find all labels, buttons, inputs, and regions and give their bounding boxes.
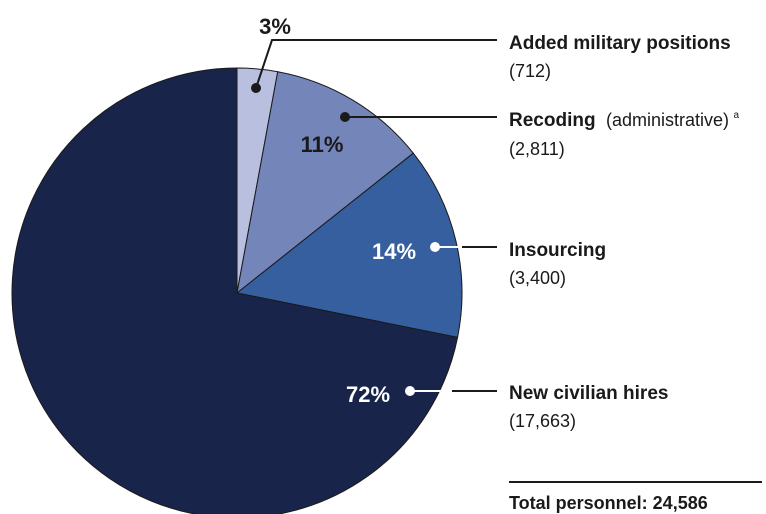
leader-lines xyxy=(251,39,497,396)
category-label-recoding: Recoding (administrative) a xyxy=(509,110,740,131)
pie-slices xyxy=(11,67,463,514)
value-label-recoding: (2,811) xyxy=(509,139,565,159)
leader-recoding-dot xyxy=(340,112,350,122)
pie-slice-new-civilian xyxy=(11,67,459,514)
recoding-footnote-marker: a xyxy=(734,110,740,121)
leader-added-military-dot xyxy=(251,83,261,93)
recoding-name: Recoding xyxy=(509,110,596,131)
category-label-new-civilian: New civilian hires xyxy=(509,383,668,404)
percent-label-insourcing: 14% xyxy=(372,239,416,264)
value-label-new-civilian: (17,663) xyxy=(509,411,576,431)
recoding-note: (administrative) xyxy=(606,110,729,130)
value-label-insourcing: (3,400) xyxy=(509,268,566,288)
leader-new-civilian-dot xyxy=(405,386,415,396)
value-label-added-military: (712) xyxy=(509,61,551,81)
percent-label-new-civilian: 72% xyxy=(346,382,390,407)
category-label-added-military: Added military positions xyxy=(509,33,731,54)
leader-insourcing-dot xyxy=(430,242,440,252)
total-personnel-label: Total personnel: 24,586 xyxy=(509,493,708,513)
pie-slice-insourcing xyxy=(235,152,463,338)
category-label-insourcing: Insourcing xyxy=(509,240,606,261)
leader-added-military xyxy=(255,39,497,89)
percent-label-recoding: 11% xyxy=(301,132,344,157)
percent-label-added-military: 3% xyxy=(259,14,291,39)
pie-slice-recoding xyxy=(236,71,415,295)
